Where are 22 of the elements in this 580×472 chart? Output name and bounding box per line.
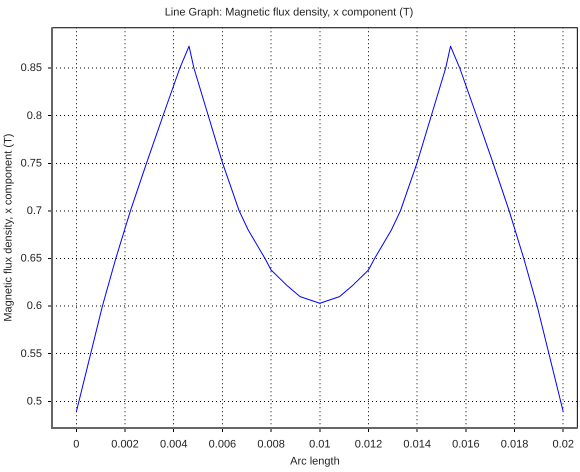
x-tick-label: 0.012 bbox=[354, 438, 382, 451]
x-tick-label: 0.008 bbox=[257, 438, 285, 451]
x-tick-label: 0.002 bbox=[111, 438, 139, 451]
y-tick-label: 0.7 bbox=[26, 204, 42, 217]
x-tick-label: 0.01 bbox=[309, 438, 331, 451]
x-tick-label: 0.014 bbox=[403, 438, 431, 451]
x-tick-label: 0.018 bbox=[500, 438, 528, 451]
y-tick-label: 0.55 bbox=[20, 348, 42, 360]
x-axis-title: Arc length bbox=[290, 455, 340, 468]
x-tick-label: 0.016 bbox=[452, 438, 480, 451]
x-tick-label: 0.02 bbox=[552, 438, 574, 451]
y-axis-title: Magnetic flux density, x component (T) bbox=[2, 134, 15, 322]
y-tick-label: 0.85 bbox=[20, 62, 42, 74]
y-tick-label: 0.65 bbox=[20, 252, 42, 265]
y-tick-label: 0.75 bbox=[20, 157, 42, 170]
x-tick-label: 0.004 bbox=[160, 438, 188, 451]
y-tick-label: 0.5 bbox=[26, 395, 42, 408]
x-tick-label: 0 bbox=[73, 438, 80, 451]
chart-title: Line Graph: Magnetic flux density, x component (T) bbox=[164, 6, 414, 19]
x-tick-label: 0.006 bbox=[208, 438, 236, 451]
y-tick-label: 0.6 bbox=[26, 300, 42, 312]
y-tick-label: 0.8 bbox=[26, 110, 42, 122]
